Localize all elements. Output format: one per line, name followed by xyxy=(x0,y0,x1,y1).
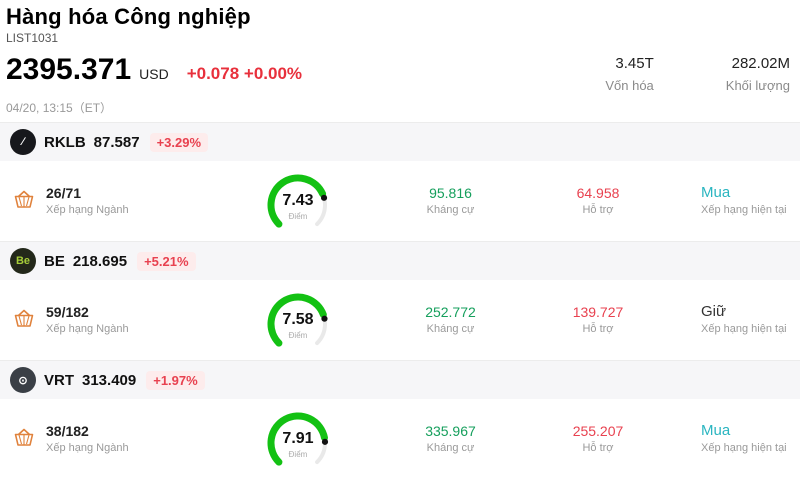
rating-label: Xếp hạng hiện tại xyxy=(701,442,787,454)
resistance-value: 335.967 xyxy=(425,422,476,439)
score-gauge: 7.58 Điểm xyxy=(256,290,340,348)
industry-rank: 38/182 xyxy=(46,422,89,439)
rating-cell: Giữ Xếp hạng hiện tại xyxy=(673,303,800,335)
resistance-cell: 335.967 Kháng cự xyxy=(378,423,523,454)
rating-label: Xếp hạng hiện tại xyxy=(701,204,787,216)
support-label: Hỗ trợ xyxy=(582,203,614,216)
score-value: 7.58 xyxy=(282,311,314,328)
score-gauge: 7.43 Điểm xyxy=(256,171,340,229)
industry-rank-cell: 59/182 Xếp hạng Ngành xyxy=(0,304,218,335)
index-price-row: 2395.371 USD +0.078 +0.00% 3.45T Vốn hóa… xyxy=(6,53,792,93)
support-cell: 64.958 Hỗ trợ xyxy=(523,185,673,216)
resistance-value: 252.772 xyxy=(425,303,476,320)
support-value: 255.207 xyxy=(572,422,624,439)
score-value: 7.43 xyxy=(282,192,314,209)
resistance-value: 95.816 xyxy=(429,184,472,201)
resistance-label: Kháng cự xyxy=(426,203,475,216)
rating-cell: Mua Xếp hạng hiện tại xyxy=(673,422,800,454)
rklb-logo-glyph: ∕ xyxy=(22,136,24,148)
resistance-label: Kháng cự xyxy=(426,441,475,454)
market-cap-value: 3.45T xyxy=(615,55,654,72)
score-value: 7.91 xyxy=(282,430,314,447)
basket-icon xyxy=(14,190,34,208)
stock-ticker: VRT xyxy=(44,371,74,389)
industry-rank: 26/71 xyxy=(46,184,82,201)
industry-rank-label: Xếp hạng Ngành xyxy=(46,203,129,216)
basket-icon xyxy=(14,428,34,446)
datetime: 04/20, 13:15（ET） xyxy=(6,101,113,115)
score-label: Điểm xyxy=(288,212,308,221)
industry-rank-label: Xếp hạng Ngành xyxy=(46,441,129,454)
support-cell: 255.207 Hỗ trợ xyxy=(523,423,673,454)
score-label: Điểm xyxy=(288,450,308,459)
stock-header-vrt[interactable]: ⊙ VRT 313.409 +1.97% xyxy=(0,361,800,399)
resistance-cell: 95.816 Kháng cự xyxy=(378,185,523,216)
stock-section-rklb: ∕ RKLB 87.587 +3.29% 26/71 Xếp hạng Ngàn… xyxy=(0,122,800,241)
industry-rank-cell: 38/182 Xếp hạng Ngành xyxy=(0,423,218,454)
stock-header-be[interactable]: Be BE 218.695 +5.21% xyxy=(0,242,800,280)
stock-ticker: BE xyxy=(44,252,65,270)
stock-detail-row: 38/182 Xếp hạng Ngành 7.91 Điểm 335.967 … xyxy=(0,399,800,479)
vrt-logo-icon: ⊙ xyxy=(10,367,36,393)
index-price: 2395.371 xyxy=(6,53,132,86)
currency-label: USD xyxy=(139,66,169,82)
stock-detail-row: 59/182 Xếp hạng Ngành 7.58 Điểm 252.772 … xyxy=(0,280,800,360)
rating-value: Mua xyxy=(701,422,731,439)
page-title: Hàng hóa Công nghiệp xyxy=(6,4,251,29)
volume-stat: 282.02M Khối lượng xyxy=(726,55,790,93)
stock-price: 87.587 xyxy=(93,133,140,151)
support-value: 139.727 xyxy=(572,303,624,320)
volume-value: 282.02M xyxy=(731,55,790,72)
score-gauge: 7.91 Điểm xyxy=(256,409,340,467)
page-header: Hàng hóa Công nghiệp LIST1031 2395.371 U… xyxy=(0,0,800,122)
market-cap-label: Vốn hóa xyxy=(605,78,654,93)
index-change: +0.078 +0.00% xyxy=(186,64,303,83)
stock-change-badge: +5.21% xyxy=(137,251,196,271)
support-value: 64.958 xyxy=(576,184,620,201)
be-logo-icon: Be xyxy=(10,248,36,274)
stock-section-vrt: ⊙ VRT 313.409 +1.97% 38/182 Xếp hạng Ngà… xyxy=(0,360,800,479)
stock-section-be: Be BE 218.695 +5.21% 59/182 Xếp hạng Ngà… xyxy=(0,241,800,360)
market-cap-stat: 3.45T Vốn hóa xyxy=(605,55,653,93)
vrt-logo-glyph: ⊙ xyxy=(18,374,28,387)
stock-price: 218.695 xyxy=(72,252,128,270)
stock-change-badge: +1.97% xyxy=(146,370,205,390)
resistance-label: Kháng cự xyxy=(426,322,475,335)
industry-rank-cell: 26/71 Xếp hạng Ngành xyxy=(0,185,218,216)
industry-rank-label: Xếp hạng Ngành xyxy=(46,322,129,335)
support-label: Hỗ trợ xyxy=(582,441,614,454)
volume-label: Khối lượng xyxy=(725,78,790,93)
rating-value: Mua xyxy=(701,184,731,201)
stock-price: 313.409 xyxy=(82,371,137,389)
rating-label: Xếp hạng hiện tại xyxy=(701,323,787,335)
stock-change-badge: +3.29% xyxy=(149,132,209,152)
rklb-logo-icon: ∕ xyxy=(10,129,36,155)
score-label: Điểm xyxy=(288,331,308,340)
industry-rank: 59/182 xyxy=(46,303,89,320)
be-logo-glyph: Be xyxy=(15,255,31,267)
rating-value: Giữ xyxy=(701,303,727,320)
support-cell: 139.727 Hỗ trợ xyxy=(523,304,673,335)
support-label: Hỗ trợ xyxy=(582,322,614,335)
resistance-cell: 252.772 Kháng cự xyxy=(378,304,523,335)
rating-cell: Mua Xếp hạng hiện tại xyxy=(673,184,800,216)
list-id: LIST1031 xyxy=(6,31,59,45)
basket-icon xyxy=(14,309,34,327)
stock-header-rklb[interactable]: ∕ RKLB 87.587 +3.29% xyxy=(0,123,800,161)
stock-ticker: RKLB xyxy=(44,133,86,151)
stock-detail-row: 26/71 Xếp hạng Ngành 7.43 Điểm 95.816 Kh… xyxy=(0,161,800,241)
